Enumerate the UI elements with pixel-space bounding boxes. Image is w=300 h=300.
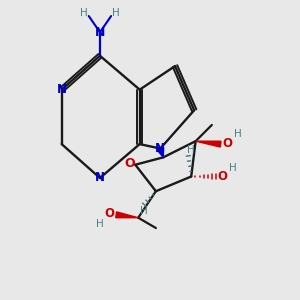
Text: O: O (124, 157, 135, 170)
Text: H: H (235, 129, 242, 139)
Text: H: H (96, 219, 104, 229)
Polygon shape (116, 212, 138, 218)
Text: H: H (112, 8, 119, 18)
Text: H: H (229, 163, 236, 173)
Text: N: N (57, 83, 67, 96)
Text: N: N (95, 26, 105, 39)
Text: N: N (95, 172, 105, 184)
Text: H: H (140, 206, 148, 216)
Text: O: O (222, 137, 232, 150)
Text: O: O (217, 170, 227, 183)
Polygon shape (157, 147, 164, 158)
Text: N: N (155, 142, 165, 155)
Text: H: H (80, 8, 88, 18)
Text: H: H (187, 145, 195, 155)
Text: O: O (105, 207, 115, 220)
Polygon shape (196, 141, 221, 147)
